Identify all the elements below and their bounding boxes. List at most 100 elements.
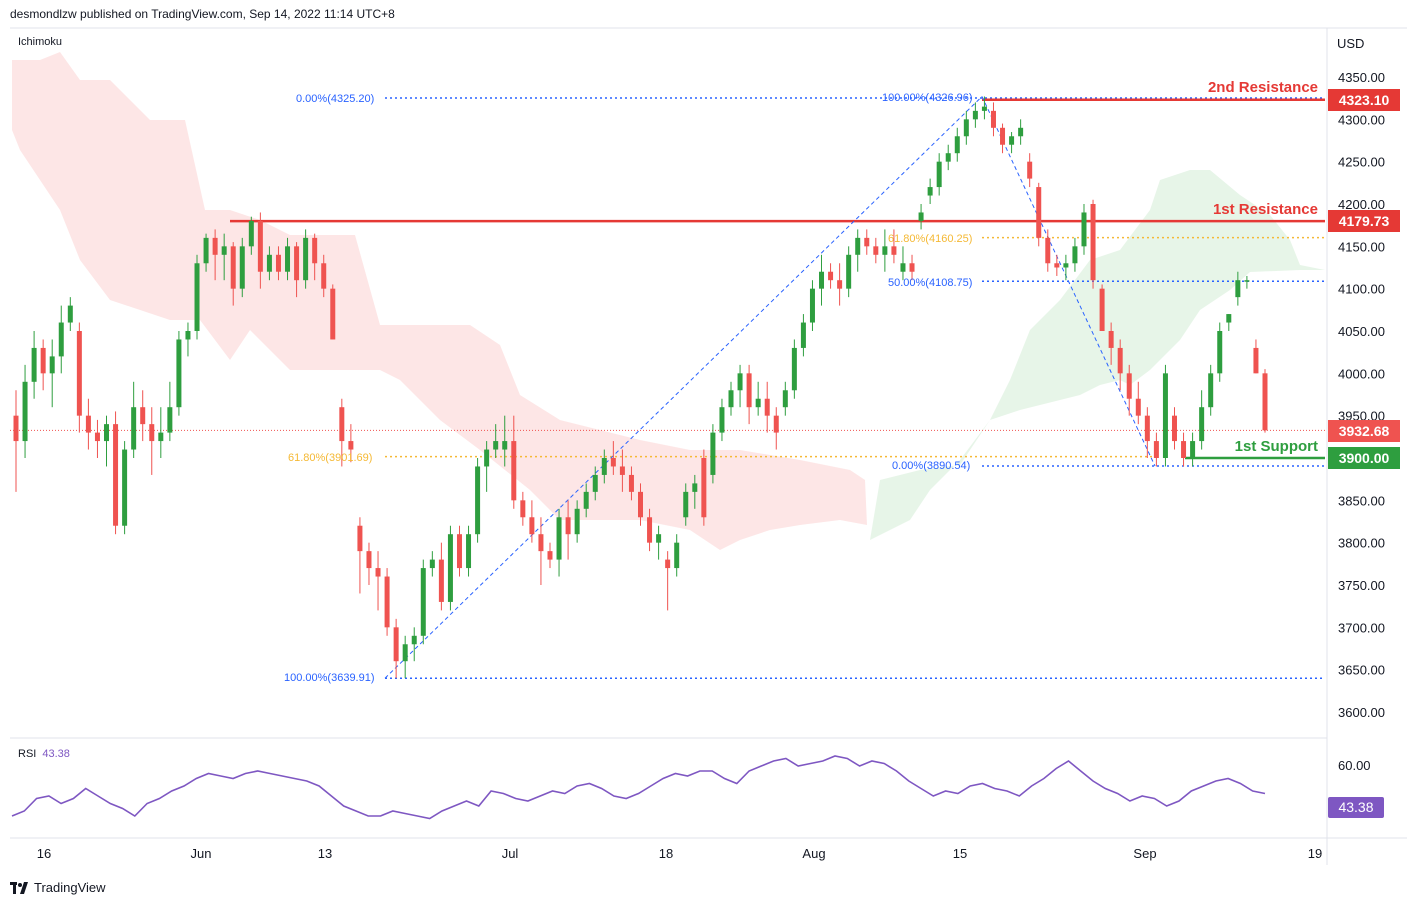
candle-body xyxy=(1072,246,1078,264)
candle-body xyxy=(728,390,734,408)
rsi-axis-60: 60.00 xyxy=(1338,758,1371,773)
candle-up xyxy=(203,233,209,272)
candle-down xyxy=(1036,182,1042,247)
candle-body xyxy=(1253,347,1259,374)
candle-up xyxy=(420,559,426,645)
tradingview-footer[interactable]: TradingView xyxy=(10,880,106,895)
fib-trendline-down xyxy=(981,96,1156,467)
candle-body xyxy=(547,551,553,560)
candle-up xyxy=(285,237,291,281)
candle-down xyxy=(140,390,146,442)
candle-body xyxy=(610,458,616,467)
candle-down xyxy=(529,500,535,543)
candle-up xyxy=(574,500,580,543)
fib-label-50-right: 50.00%(4108.75) xyxy=(888,277,972,289)
candle-down xyxy=(828,263,834,289)
candle-down xyxy=(257,212,263,289)
fib-trendline-up xyxy=(384,96,983,679)
candle-body xyxy=(484,449,490,467)
candle-body xyxy=(927,187,933,196)
candle-up xyxy=(936,153,942,196)
candle-down xyxy=(746,364,752,425)
rsi-label[interactable]: RSI 43.38 xyxy=(18,748,70,760)
candle-up xyxy=(800,314,806,357)
candle-body xyxy=(1262,373,1268,431)
candle-up xyxy=(49,339,55,408)
candle-body xyxy=(257,220,263,272)
fib-label-100-top: 100.00%(4326.96) xyxy=(882,92,973,104)
candle-up xyxy=(692,474,698,509)
candle-down xyxy=(1253,339,1259,374)
candle-up xyxy=(221,233,227,281)
last-price-text: 3932.68 xyxy=(1339,423,1390,439)
s1-price-badge xyxy=(1328,447,1400,469)
candle-body xyxy=(692,483,698,492)
candle-down xyxy=(1099,284,1105,331)
candle-up xyxy=(303,229,309,289)
candle-down xyxy=(619,449,625,492)
x-tick-label: Jul xyxy=(502,846,519,861)
s1-price-text: 3900.00 xyxy=(1339,450,1390,466)
candle-body xyxy=(203,237,209,264)
candle-down xyxy=(864,229,870,255)
candle-up xyxy=(447,525,453,611)
y-tick-label: 3650.00 xyxy=(1338,663,1385,678)
candle-up xyxy=(185,322,191,357)
candle-body xyxy=(1144,415,1150,442)
candle-down xyxy=(538,517,544,585)
candle-body xyxy=(565,517,571,535)
candle-up xyxy=(719,398,725,442)
candle-up xyxy=(411,627,417,662)
ichimoku-label[interactable]: Ichimoku xyxy=(18,36,63,48)
rsi-title: RSI xyxy=(18,748,37,760)
candle-down xyxy=(1090,199,1096,289)
candle-up xyxy=(1018,119,1024,145)
candle-body xyxy=(1153,441,1159,458)
candle-up xyxy=(819,254,825,306)
s1-label: 1st Support xyxy=(1235,438,1318,455)
candle-body xyxy=(330,288,336,340)
candle-body xyxy=(221,246,227,255)
candle-body xyxy=(140,407,146,425)
candle-down xyxy=(1045,229,1051,272)
candle-down xyxy=(701,449,707,526)
candle-up xyxy=(194,254,200,340)
candle-up xyxy=(728,381,734,416)
fib-label-618-right: 61.80%(4160.25) xyxy=(888,233,972,245)
candle-down xyxy=(438,542,444,611)
candle-up xyxy=(1063,254,1069,281)
x-tick-label: Aug xyxy=(802,846,825,861)
candle-down xyxy=(773,407,779,450)
candle-up xyxy=(1081,204,1087,255)
candle-body xyxy=(113,424,119,526)
candle-body xyxy=(447,534,453,602)
tradingview-logo-icon xyxy=(10,881,28,894)
candle-body xyxy=(1009,136,1015,145)
candle-body xyxy=(1045,237,1051,264)
candle-body xyxy=(357,525,363,552)
candle-body xyxy=(791,347,797,391)
candle-down xyxy=(638,483,643,526)
candle-down xyxy=(610,441,616,475)
candle-down xyxy=(1135,381,1141,425)
candle-down xyxy=(339,398,345,467)
candle-up xyxy=(737,364,743,408)
candle-up xyxy=(683,483,689,526)
candle-up xyxy=(755,381,761,416)
candle-body xyxy=(828,271,834,281)
candle-up xyxy=(809,280,815,331)
x-tick-label: Sep xyxy=(1133,846,1156,861)
candle-body xyxy=(1099,288,1105,331)
candle-down xyxy=(1000,123,1006,154)
candle-body xyxy=(846,254,852,289)
candle-up xyxy=(1217,322,1223,382)
candle-down xyxy=(909,254,915,281)
candle-body xyxy=(1090,204,1096,281)
candle-down xyxy=(1054,254,1060,276)
candle-down xyxy=(275,246,281,281)
candle-body xyxy=(303,237,309,281)
candle-body xyxy=(809,288,815,323)
candle-down xyxy=(547,542,553,569)
candle-up xyxy=(67,297,73,331)
